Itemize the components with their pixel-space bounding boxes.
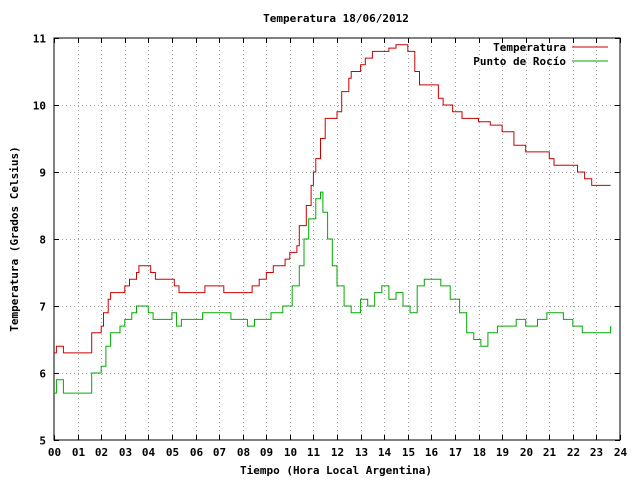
legend: Temperatura Punto de Rocío xyxy=(473,41,608,68)
x-tick-label: 20 xyxy=(520,446,533,459)
x-tick-label: 12 xyxy=(331,446,344,459)
x-tick-label: 05 xyxy=(166,446,179,459)
grid xyxy=(54,38,620,440)
x-tick-label: 11 xyxy=(307,446,321,459)
x-tick-label: 18 xyxy=(473,446,486,459)
x-tick-label: 10 xyxy=(284,446,297,459)
y-tick-label: 6 xyxy=(39,368,46,381)
x-tick-label: 17 xyxy=(449,446,462,459)
x-tick-label: 15 xyxy=(402,446,415,459)
x-tick-label: 07 xyxy=(213,446,226,459)
x-tick-label: 04 xyxy=(142,446,156,459)
x-tick-label: 13 xyxy=(355,446,368,459)
legend-label-punto-de-rocio: Punto de Rocío xyxy=(473,55,566,68)
x-tick-label: 19 xyxy=(496,446,509,459)
y-tick-label: 5 xyxy=(39,435,46,448)
axis-ticks: 00 01 02 03 04 05 06 07 08 09 10 11 12 13 14 15 16 17 18 19… xyxy=(33,33,628,460)
x-tick-label: 14 xyxy=(378,446,392,459)
x-tick-label: 00 xyxy=(48,446,61,459)
y-tick-label: 7 xyxy=(39,301,46,314)
legend-label-temperatura: Temperatura xyxy=(493,41,566,54)
y-axis-label: Temperatura (Grados Celsius) xyxy=(8,146,21,331)
x-tick-label: 16 xyxy=(425,446,439,459)
y-tick-label: 10 xyxy=(33,100,46,113)
x-tick-label: 23 xyxy=(590,446,603,459)
y-tick-label: 11 xyxy=(33,33,47,46)
x-tick-label: 24 xyxy=(614,446,628,459)
chart-title: Temperatura 18/06/2012 xyxy=(263,12,409,25)
series-lines xyxy=(54,44,612,394)
x-tick-label: 09 xyxy=(260,446,273,459)
x-tick-label: 03 xyxy=(119,446,132,459)
series-line-punto-de-rocio xyxy=(54,191,612,394)
x-tick-label: 06 xyxy=(190,446,204,459)
y-tick-label: 8 xyxy=(39,234,46,247)
y-tick-label: 9 xyxy=(39,167,46,180)
series-line-temperatura xyxy=(54,44,611,354)
x-tick-label: 21 xyxy=(543,446,557,459)
x-axis-label: Tiempo (Hora Local Argentina) xyxy=(240,464,432,477)
x-tick-label: 01 xyxy=(72,446,86,459)
x-tick-label: 02 xyxy=(95,446,108,459)
x-tick-label: 22 xyxy=(567,446,580,459)
x-tick-label: 08 xyxy=(237,446,250,459)
